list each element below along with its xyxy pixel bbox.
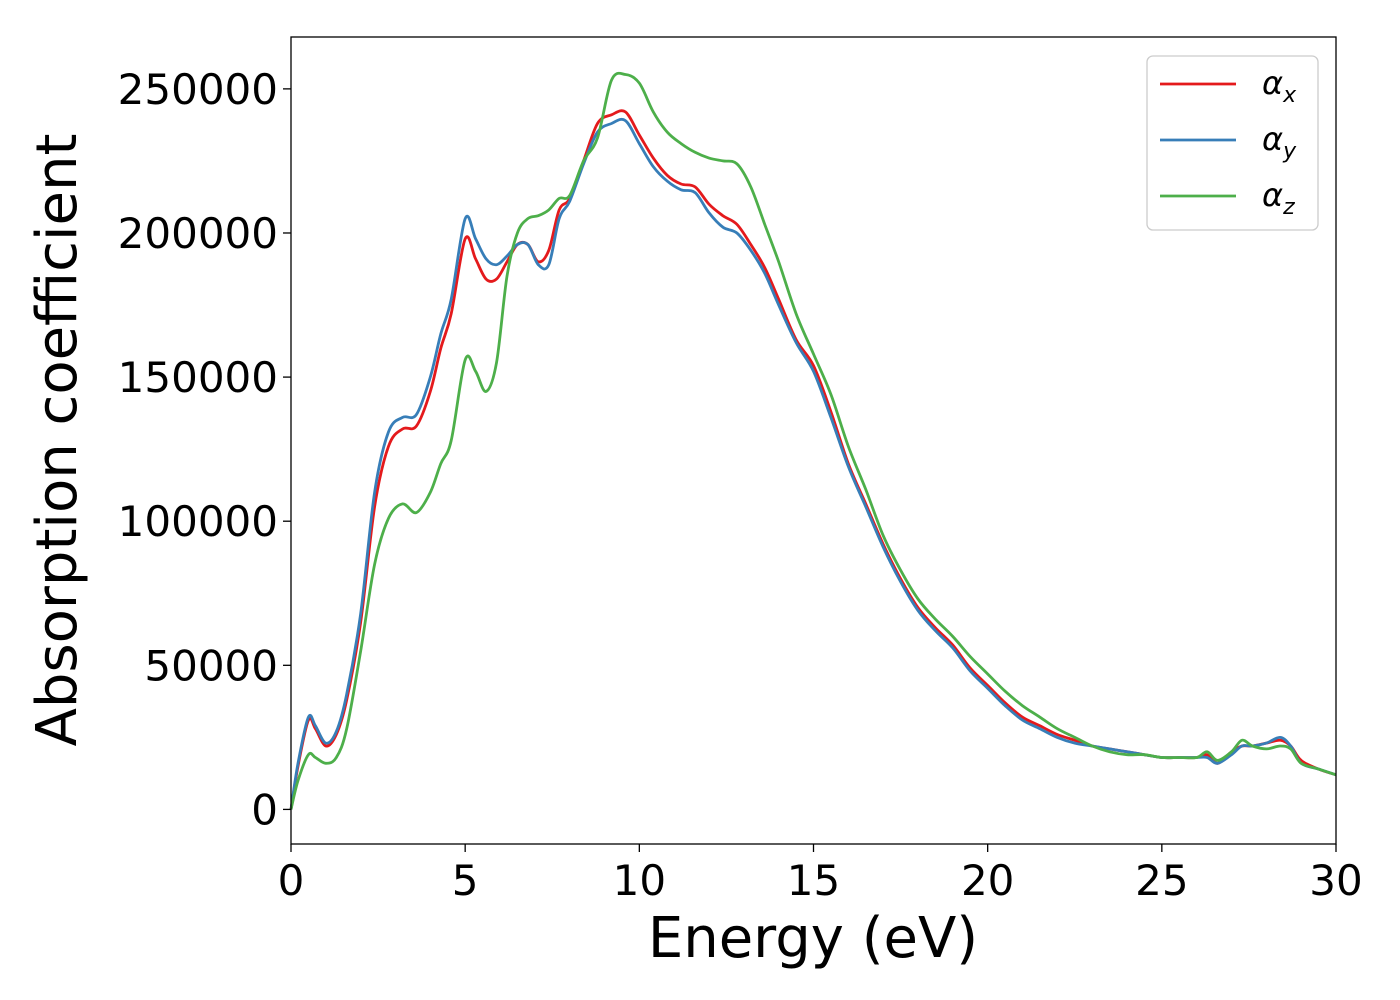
x-tick-label: 15 [787, 856, 840, 905]
x-tick-label: 30 [1309, 856, 1362, 905]
series-line-z [289, 71, 1337, 810]
x-tick-label: 25 [1135, 856, 1188, 905]
x-tick-label: 10 [613, 856, 666, 905]
x-tick-label: 5 [452, 856, 479, 905]
x-tick-label: 0 [278, 856, 305, 905]
y-tick-label: 150000 [118, 353, 278, 402]
legend-label-z: αz [1262, 176, 1295, 220]
y-axis-ticks: 0 50000 100000 150000 200000 250000 [118, 65, 291, 834]
legend-box [1146, 55, 1319, 231]
y-tick-label: 100000 [118, 497, 278, 546]
y-tick-label: 200000 [118, 209, 278, 258]
x-axis-ticks: 0 5 10 15 20 25 30 [278, 844, 1363, 905]
y-axis-title: Absorption coefficient [25, 134, 90, 747]
x-axis-title: Energy (eV) [648, 906, 978, 971]
legend: αx αy αz [1146, 55, 1319, 231]
plot-lines [289, 71, 1337, 810]
x-tick-label: 20 [961, 856, 1014, 905]
legend-label-x: αx [1262, 64, 1297, 108]
y-tick-label: 50000 [144, 641, 278, 690]
y-tick-label: 0 [251, 785, 278, 834]
legend-label-y: αy [1262, 120, 1297, 164]
y-tick-label: 250000 [118, 65, 278, 114]
